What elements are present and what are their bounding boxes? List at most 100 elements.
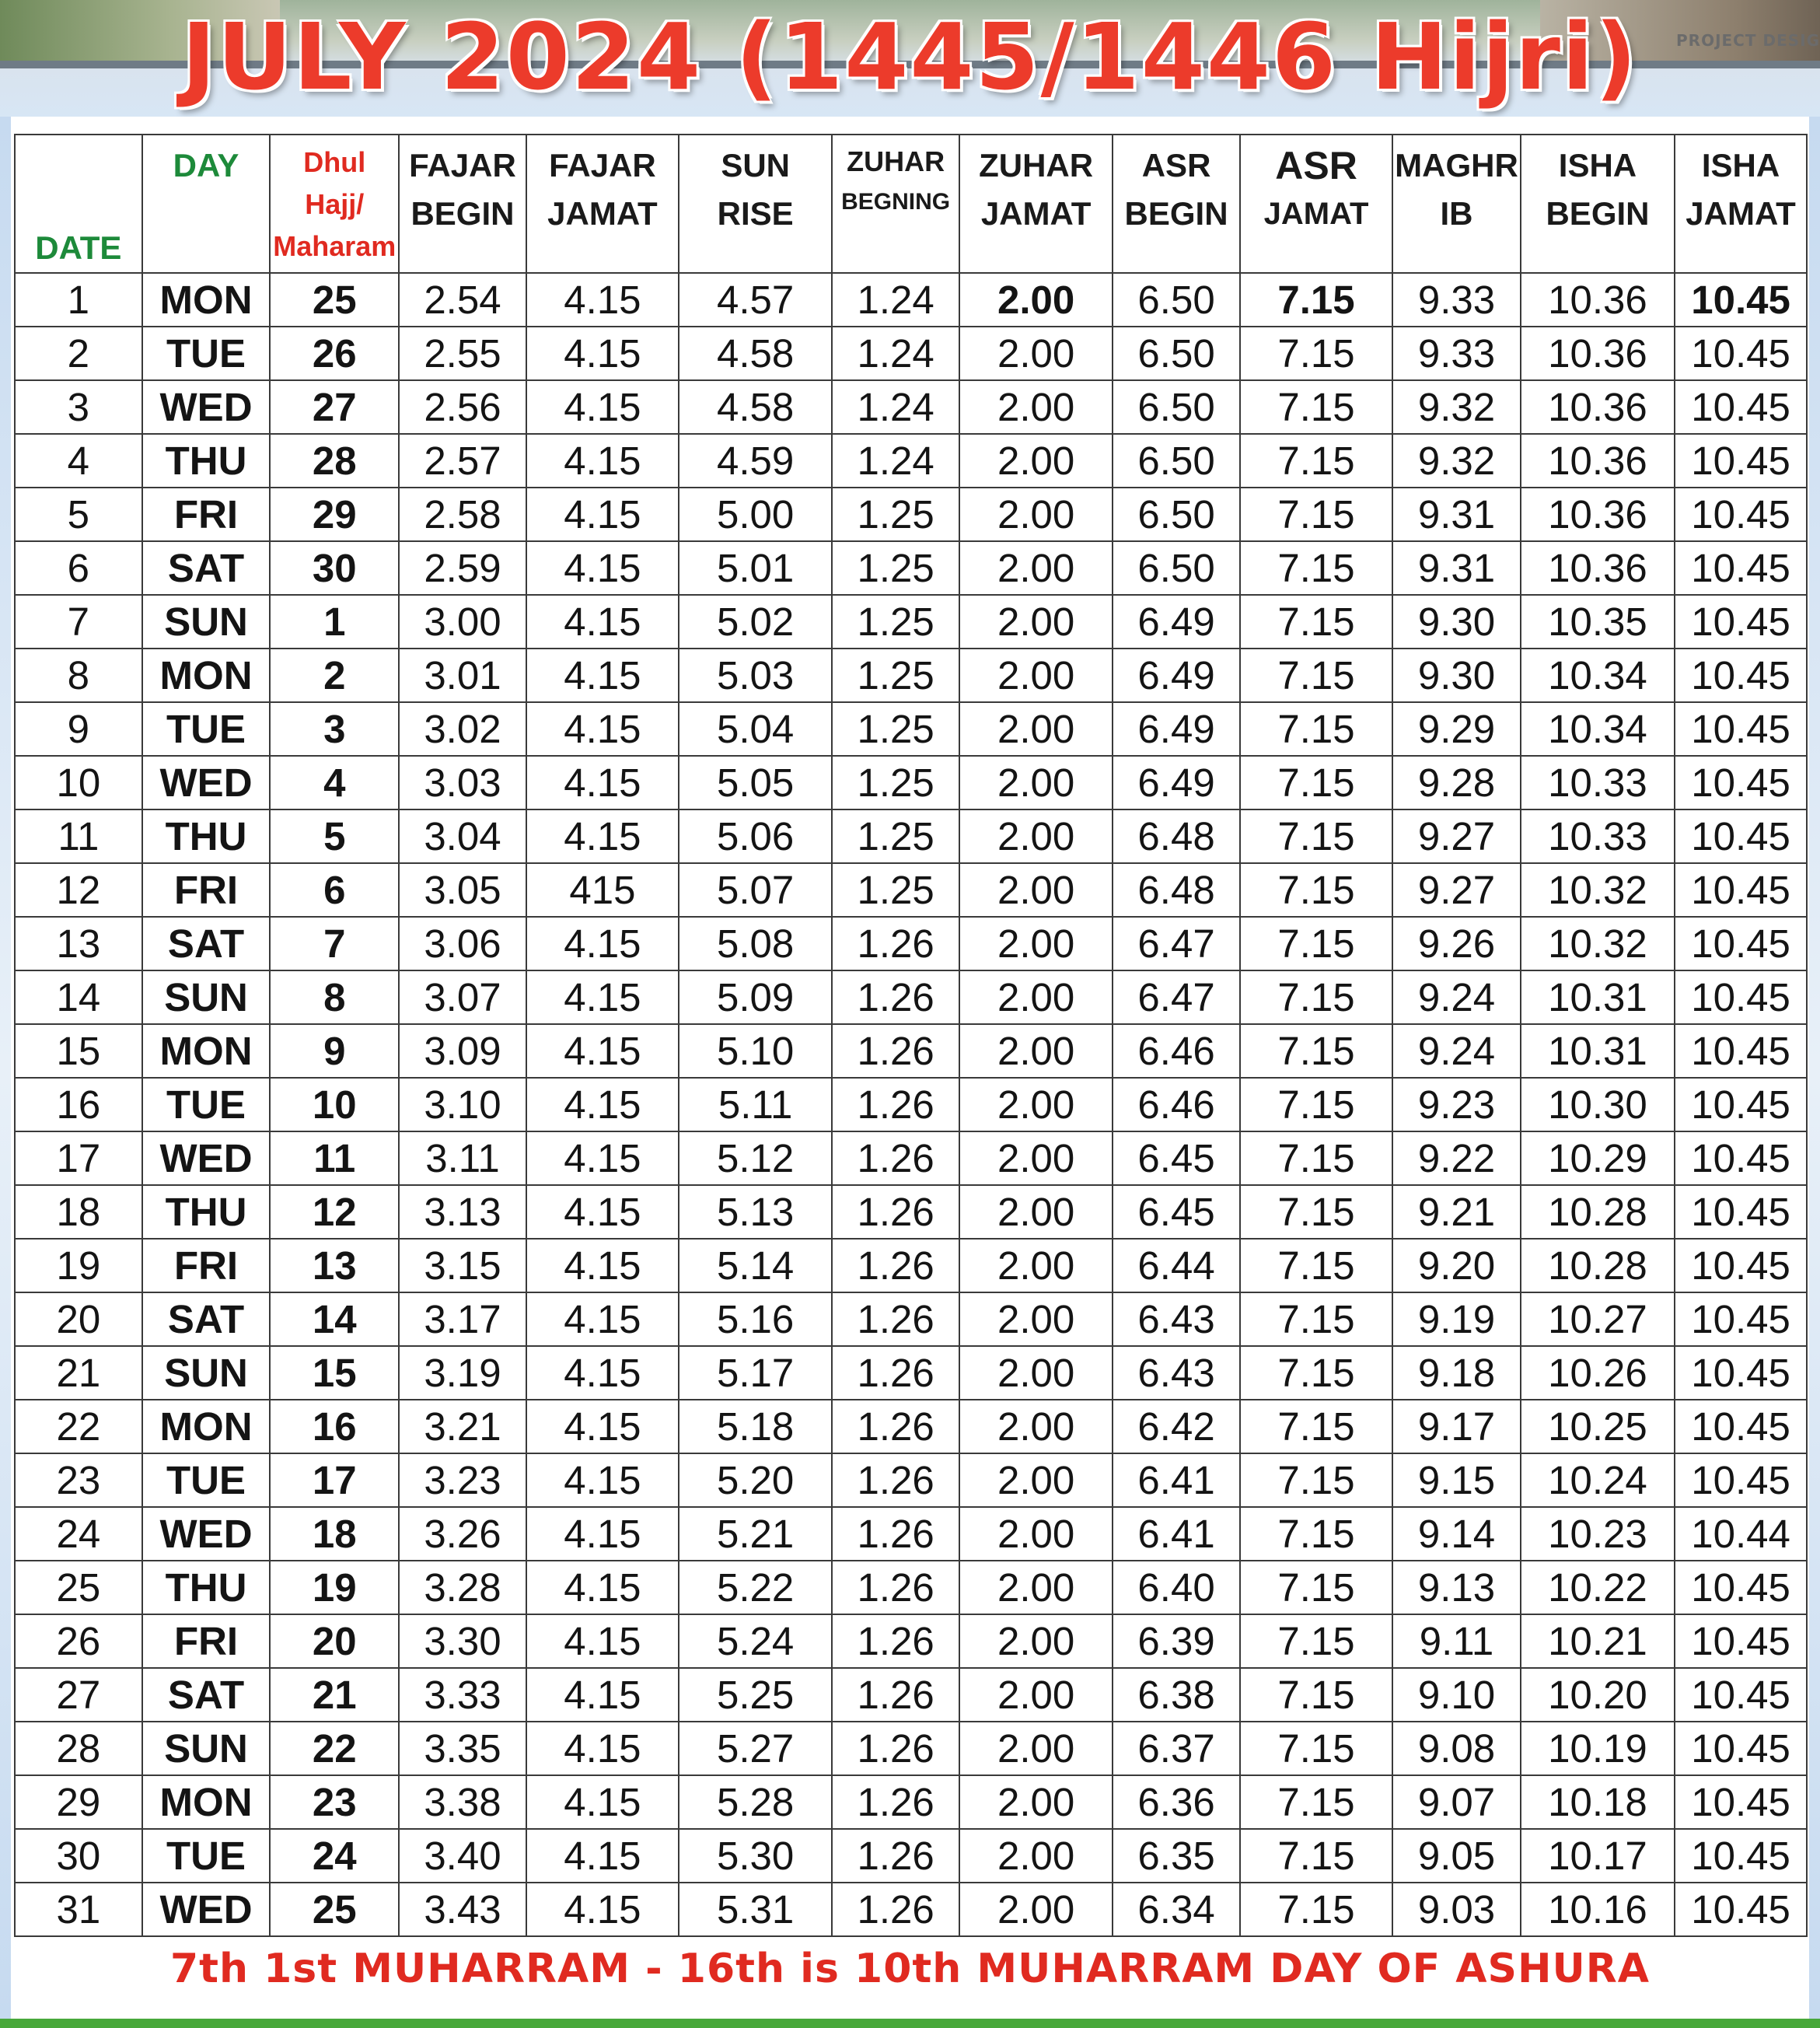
cell-zuhar-jamat: 2.00 [958, 1882, 1114, 1937]
cell-isha-jamat: 10.45 [1674, 1882, 1808, 1937]
cell-asr-begin: 6.44 [1112, 1238, 1241, 1293]
cell-asr-begin: 6.46 [1112, 1023, 1241, 1079]
cell-hijri: 24 [269, 1828, 400, 1883]
cell-maghrib: 9.23 [1392, 1077, 1521, 1132]
cell-sunrise: 5.18 [678, 1399, 833, 1454]
cell-asr-jamat: 7.15 [1238, 1774, 1394, 1830]
cell-date: 18 [14, 1184, 143, 1240]
cell-zuhar-jamat: 2.00 [958, 433, 1114, 488]
col-header-sunrise: SUN RISE [678, 134, 833, 274]
cell-maghrib: 9.31 [1392, 540, 1521, 596]
cell-zuhar-begin: 1.26 [831, 1184, 960, 1240]
cell-sunrise: 5.01 [678, 540, 833, 596]
table-row: 27 SAT 21 3.33 4.15 5.25 1.26 2.00 6.38 7.15 9.10 1… [14, 1667, 1808, 1722]
cell-day: THU [141, 1184, 271, 1240]
table-row: 13 SAT 7 3.06 4.15 5.08 1.26 2.00 6.47 7.15 9.26 10… [14, 916, 1808, 971]
left-border [0, 117, 11, 2022]
cell-date: 21 [14, 1345, 143, 1400]
cell-hijri: 23 [269, 1774, 400, 1830]
cell-sunrise: 5.04 [678, 701, 833, 757]
cell-hijri: 5 [269, 809, 400, 864]
cell-zuhar-jamat: 2.00 [958, 1023, 1114, 1079]
cell-asr-jamat: 7.15 [1238, 1399, 1394, 1454]
cell-isha-jamat: 10.45 [1674, 1667, 1808, 1722]
cell-zuhar-begin: 1.25 [831, 809, 960, 864]
cell-zuhar-begin: 1.25 [831, 862, 960, 918]
cell-fajar-begin: 3.43 [398, 1882, 527, 1937]
cell-asr-begin: 6.36 [1112, 1774, 1241, 1830]
cell-sunrise: 5.03 [678, 648, 833, 703]
cell-isha-begin: 10.36 [1519, 540, 1676, 596]
cell-asr-begin: 6.41 [1112, 1506, 1241, 1561]
cell-zuhar-begin: 1.25 [831, 487, 960, 542]
cell-day: WED [141, 379, 271, 435]
cell-hijri: 14 [269, 1292, 400, 1347]
cell-fajar-jamat: 4.15 [525, 487, 680, 542]
col-header-isha-begin: ISHA BEGIN [1519, 134, 1676, 274]
cell-fajar-begin: 3.15 [398, 1238, 527, 1293]
cell-date: 27 [14, 1667, 143, 1722]
cell-hijri: 27 [269, 379, 400, 435]
cell-fajar-jamat: 4.15 [525, 1399, 680, 1454]
header-photo-right [1540, 0, 1820, 61]
table-row: 11 THU 5 3.04 4.15 5.06 1.25 2.00 6.48 7.15 9.27 10… [14, 809, 1808, 864]
cell-date: 22 [14, 1399, 143, 1454]
cell-isha-begin: 10.31 [1519, 970, 1676, 1025]
cell-isha-jamat: 10.45 [1674, 1560, 1808, 1615]
cell-maghrib: 9.24 [1392, 1023, 1521, 1079]
cell-asr-jamat: 7.15 [1238, 540, 1394, 596]
cell-hijri: 18 [269, 1506, 400, 1561]
cell-sunrise: 5.02 [678, 594, 833, 649]
cell-date: 3 [14, 379, 143, 435]
cell-date: 17 [14, 1131, 143, 1186]
cell-sunrise: 5.20 [678, 1453, 833, 1508]
cell-maghrib: 9.08 [1392, 1721, 1521, 1776]
cell-zuhar-begin: 1.26 [831, 1023, 960, 1079]
cell-date: 6 [14, 540, 143, 596]
cell-zuhar-jamat: 2.00 [958, 1184, 1114, 1240]
cell-fajar-jamat: 4.15 [525, 970, 680, 1025]
cell-hijri: 8 [269, 970, 400, 1025]
cell-asr-jamat: 7.15 [1238, 1667, 1394, 1722]
cell-isha-jamat: 10.45 [1674, 1721, 1808, 1776]
cell-zuhar-begin: 1.24 [831, 433, 960, 488]
cell-isha-jamat: 10.45 [1674, 970, 1808, 1025]
header-strip [0, 61, 1820, 68]
timetable-panel: DATE DAY Dhul Hajj/ Maharam FAJAR BEGIN … [11, 117, 1809, 2022]
cell-fajar-begin: 3.07 [398, 970, 527, 1025]
cell-zuhar-jamat: 2.00 [958, 1399, 1114, 1454]
table-row: 22 MON 16 3.21 4.15 5.18 1.26 2.00 6.42 7.15 9.17 1… [14, 1399, 1808, 1454]
cell-asr-begin: 6.49 [1112, 648, 1241, 703]
cell-zuhar-jamat: 2.00 [958, 1131, 1114, 1186]
cell-sunrise: 4.58 [678, 379, 833, 435]
cell-isha-jamat: 10.45 [1674, 1238, 1808, 1293]
cell-isha-begin: 10.28 [1519, 1238, 1676, 1293]
cell-hijri: 4 [269, 755, 400, 810]
cell-zuhar-jamat: 2.00 [958, 487, 1114, 542]
cell-date: 23 [14, 1453, 143, 1508]
cell-zuhar-begin: 1.26 [831, 1131, 960, 1186]
cell-fajar-jamat: 4.15 [525, 1077, 680, 1132]
cell-isha-jamat: 10.45 [1674, 1023, 1808, 1079]
table-row: 4 THU 28 2.57 4.15 4.59 1.24 2.00 6.50 7.15 9.32 10… [14, 433, 1808, 488]
cell-isha-jamat: 10.45 [1674, 1077, 1808, 1132]
cell-date: 29 [14, 1774, 143, 1830]
cell-fajar-jamat: 4.15 [525, 272, 680, 327]
cell-day: THU [141, 809, 271, 864]
cell-fajar-jamat: 4.15 [525, 701, 680, 757]
cell-fajar-jamat: 4.15 [525, 1292, 680, 1347]
table-row: 29 MON 23 3.38 4.15 5.28 1.26 2.00 6.36 7.15 9.07 1… [14, 1774, 1808, 1830]
cell-fajar-begin: 3.35 [398, 1721, 527, 1776]
table-row: 24 WED 18 3.26 4.15 5.21 1.26 2.00 6.41 7.15 9.14 1… [14, 1506, 1808, 1561]
cell-isha-begin: 10.36 [1519, 433, 1676, 488]
cell-day: MON [141, 648, 271, 703]
cell-asr-jamat: 7.15 [1238, 326, 1394, 381]
cell-isha-begin: 10.24 [1519, 1453, 1676, 1508]
cell-fajar-begin: 2.57 [398, 433, 527, 488]
cell-asr-jamat: 7.15 [1238, 1828, 1394, 1883]
cell-maghrib: 9.10 [1392, 1667, 1521, 1722]
cell-maghrib: 9.33 [1392, 272, 1521, 327]
table-row: 8 MON 2 3.01 4.15 5.03 1.25 2.00 6.49 7.15 9.30 10.… [14, 648, 1808, 703]
cell-sunrise: 5.24 [678, 1614, 833, 1669]
cell-sunrise: 5.25 [678, 1667, 833, 1722]
